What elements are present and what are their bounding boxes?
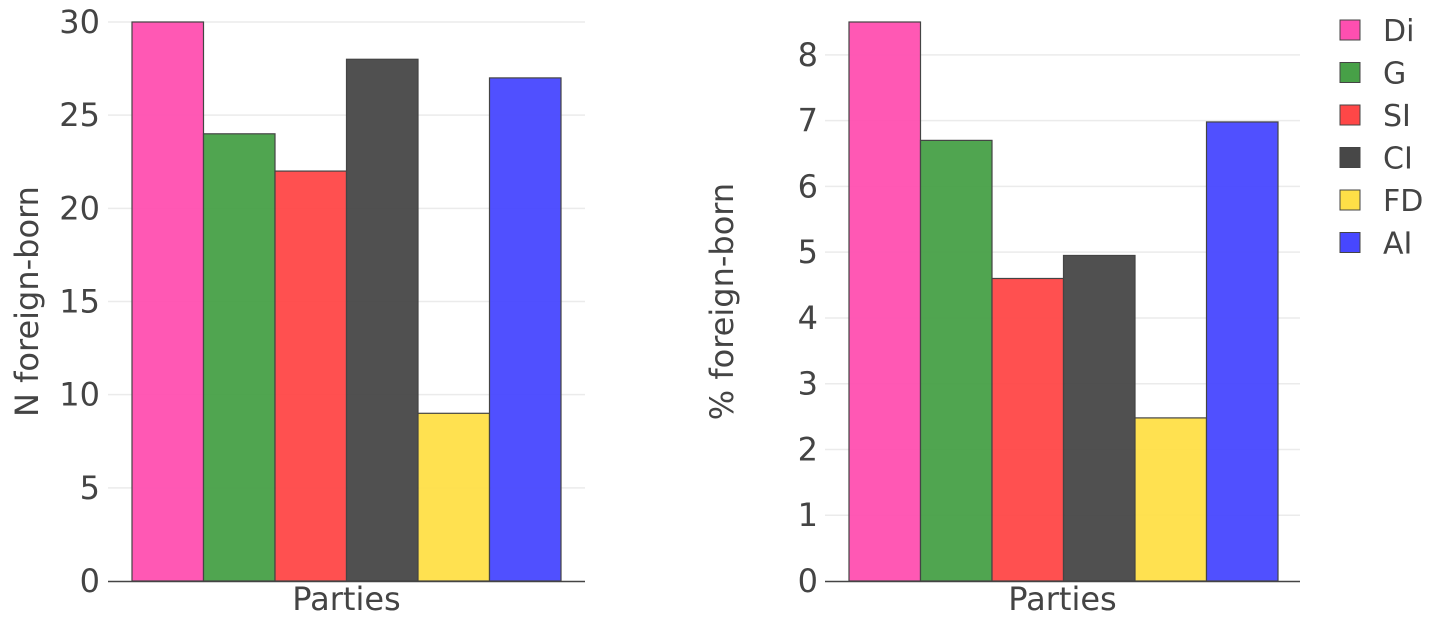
legend-label-g: G [1383, 57, 1406, 92]
left-y-tick-label: 15 [59, 283, 100, 321]
legend-label-si: SI [1383, 99, 1411, 134]
left-y-tick-label: 25 [59, 96, 100, 134]
legend-label-ci: CI [1383, 142, 1413, 177]
left-bar-g [202, 133, 276, 582]
left-y-tick-label: 5 [80, 469, 100, 507]
left-bar-fd [417, 412, 491, 582]
legend-swatch-ci [1339, 147, 1361, 168]
right-y-tick-label: 4 [798, 299, 818, 337]
legend-swatch-fd [1339, 189, 1361, 211]
right-y-tick-label: 7 [798, 102, 818, 140]
right-x-axis-title: Parties [1008, 580, 1116, 618]
legend: Di G SI CI FD AI [1339, 14, 1423, 262]
left-bar-di [131, 21, 205, 582]
left-x-axis-title: Parties [292, 580, 400, 618]
right-y-tick-label: 8 [798, 36, 818, 74]
chart-pct-foreign-born: 0 1 2 3 4 5 6 7 8 Parties % foreign-born [703, 21, 1300, 618]
left-y-tick-label: 0 [80, 562, 100, 600]
legend-swatch-g [1339, 62, 1361, 83]
right-y-tick-label: 2 [798, 430, 818, 468]
left-bar-ai [488, 77, 562, 582]
right-y-tick-label: 3 [798, 365, 818, 403]
legend-label-ai: AI [1383, 227, 1412, 262]
left-y-axis-title: N foreign-born [8, 186, 46, 417]
legend-label-di: Di [1383, 14, 1414, 49]
right-bar-ai [1205, 121, 1279, 582]
right-bar-ci [1062, 254, 1136, 582]
right-y-tick-label: 0 [798, 562, 818, 600]
right-bar-si [991, 277, 1065, 582]
right-bar-di [848, 21, 922, 582]
chart-n-foreign-born: 0 5 10 15 20 25 30 Parties N foreign-born [8, 3, 585, 618]
right-bar-g [919, 139, 993, 582]
legend-swatch-ai [1339, 232, 1361, 253]
left-bar-si [274, 170, 348, 582]
left-y-tick-label: 20 [59, 189, 100, 227]
right-y-tick-label: 5 [798, 233, 818, 271]
legend-swatch-si [1339, 104, 1361, 126]
left-bar-ci [345, 58, 419, 582]
right-y-tick-label: 1 [798, 496, 818, 534]
left-y-tick-label: 10 [59, 376, 100, 414]
right-y-axis-title: % foreign-born [703, 183, 741, 420]
right-bar-fd [1134, 417, 1208, 582]
legend-swatch-di [1339, 19, 1361, 41]
left-y-tick-label: 30 [59, 3, 100, 41]
right-y-tick-label: 6 [798, 167, 818, 205]
legend-label-fd: FD [1383, 184, 1423, 219]
